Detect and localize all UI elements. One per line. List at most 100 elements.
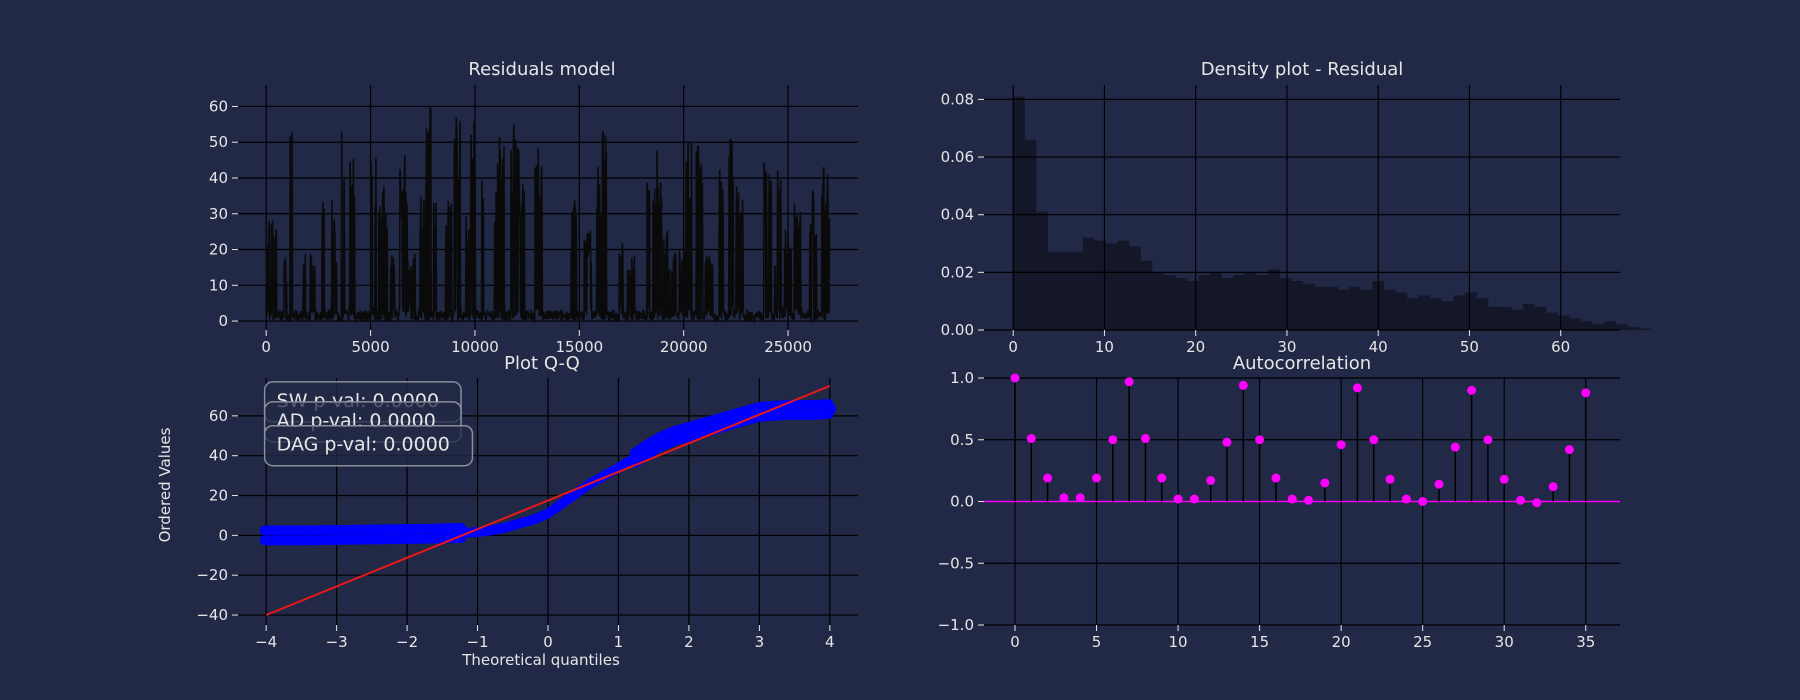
residuals-line — [265, 107, 831, 325]
density-bar — [1604, 321, 1616, 330]
density-bar — [1453, 295, 1466, 330]
acf-marker — [1320, 478, 1330, 488]
density-bar — [1581, 321, 1593, 330]
density-bar — [1071, 252, 1083, 330]
acf-x-tick-label: 35 — [1576, 633, 1595, 651]
density-bar — [1627, 327, 1639, 330]
density-bar — [1430, 298, 1442, 330]
density-bar — [1163, 275, 1176, 330]
qq-y-tick-label: 0 — [218, 526, 228, 544]
density-bar — [1337, 289, 1350, 330]
density-bar — [1059, 252, 1072, 330]
qq-stat-text: DAG p-val: 0.0000 — [277, 434, 450, 456]
density-x-tick-label: 50 — [1460, 338, 1479, 356]
residuals-panel: Residuals model 0 5000 10000 15000 20000 2500… — [209, 59, 858, 356]
density-grid — [984, 85, 1620, 331]
acf-marker — [1499, 474, 1509, 484]
acf-marker — [1336, 440, 1346, 450]
acf-marker — [1483, 435, 1493, 445]
density-bar — [1418, 295, 1431, 330]
acf-y-tick-label: −0.5 — [938, 554, 974, 572]
density-bar — [1476, 298, 1489, 330]
acf-marker — [1140, 434, 1150, 444]
acf-marker — [1418, 497, 1428, 506]
acf-marker — [1287, 494, 1297, 504]
density-bar — [1036, 211, 1048, 330]
acf-marker — [1532, 498, 1542, 508]
qq-y-tick-label: −40 — [196, 606, 228, 624]
qq-x-tick-label: 2 — [684, 633, 694, 651]
residuals-x-tick-label: 15000 — [555, 338, 603, 356]
residuals-x-tick-label: 25000 — [764, 338, 812, 356]
acf-marker — [1385, 474, 1395, 484]
acf-marker — [1352, 383, 1362, 393]
residuals-title: Residuals model — [468, 59, 615, 80]
density-bar — [1465, 292, 1477, 330]
acf-marker — [1043, 473, 1053, 483]
acf-title: Autocorrelation — [1233, 353, 1371, 374]
density-y-tick-label: 0.06 — [941, 148, 974, 166]
density-bar — [1210, 272, 1222, 330]
density-bar — [1117, 240, 1130, 330]
density-bar — [1268, 269, 1280, 330]
acf-marker — [1222, 437, 1232, 447]
acf-x-tick-label: 30 — [1495, 633, 1514, 651]
qq-x-tick-label: −2 — [396, 633, 418, 651]
density-bar — [1233, 275, 1245, 330]
density-bar — [1244, 272, 1257, 330]
residuals-y-tick-label: 50 — [209, 133, 228, 151]
acf-x-tick-label: 5 — [1092, 633, 1102, 651]
qq-x-tick-label: 4 — [825, 633, 835, 651]
residuals-x-tick-label: 5000 — [351, 338, 389, 356]
density-x-tick-label: 60 — [1551, 338, 1570, 356]
acf-marker — [1564, 445, 1574, 455]
residuals-y-tick-label: 20 — [209, 241, 228, 259]
acf-marker — [1092, 473, 1102, 483]
acf-x-tick-label: 10 — [1169, 633, 1188, 651]
acf-x-tick-label: 25 — [1413, 633, 1432, 651]
qq-ticks: −4 −3 −2 −1 0 1 2 3 4 −40 −20 0 20 40 60 — [196, 407, 834, 651]
density-bar — [1511, 309, 1524, 330]
acf-marker — [1075, 493, 1085, 503]
density-bar — [1152, 272, 1164, 330]
density-bar — [1349, 286, 1361, 330]
residuals-y-tick-label: 0 — [218, 312, 228, 330]
residuals-y-tick-label: 40 — [209, 169, 228, 187]
density-y-tick-label: 0.02 — [941, 263, 974, 281]
acf-x-tick-label: 0 — [1010, 633, 1020, 651]
density-bar — [1082, 237, 1095, 330]
acf-marker — [1548, 482, 1558, 492]
residuals-x-tick-label: 0 — [261, 338, 271, 356]
acf-marker — [1124, 377, 1134, 387]
density-bar — [1384, 289, 1396, 330]
qq-x-axis-label: Theoretical quantiles — [461, 651, 620, 669]
density-bar — [1302, 283, 1315, 330]
density-bar — [1534, 306, 1547, 330]
acf-marker — [1401, 494, 1411, 504]
qq-y-axis-label: Ordered Values — [156, 427, 174, 542]
qq-x-tick-label: 1 — [614, 633, 624, 651]
acf-marker — [1059, 493, 1069, 503]
density-bar — [1105, 243, 1118, 330]
qq-point — [826, 403, 837, 414]
density-bar — [1569, 318, 1582, 330]
density-x-tick-label: 40 — [1369, 338, 1388, 356]
density-title: Density plot - Residual — [1201, 59, 1404, 80]
density-x-tick-label: 20 — [1186, 338, 1205, 356]
density-bar — [1279, 278, 1292, 330]
acf-marker — [1108, 435, 1118, 445]
density-bar — [1187, 281, 1199, 330]
qq-x-tick-label: −4 — [255, 633, 277, 651]
acf-marker — [1450, 442, 1460, 452]
density-bar — [1615, 324, 1628, 330]
acf-y-tick-label: 0.0 — [950, 493, 974, 511]
acf-marker — [1255, 435, 1265, 445]
residuals-y-tick-label: 10 — [209, 276, 228, 294]
density-bar — [1256, 275, 1269, 330]
qq-y-tick-label: 60 — [209, 407, 228, 425]
acf-marker — [1304, 495, 1314, 505]
density-ticks: 0 10 20 30 40 50 60 0.00 0.02 0.04 0.06 0.08 — [941, 90, 1571, 356]
